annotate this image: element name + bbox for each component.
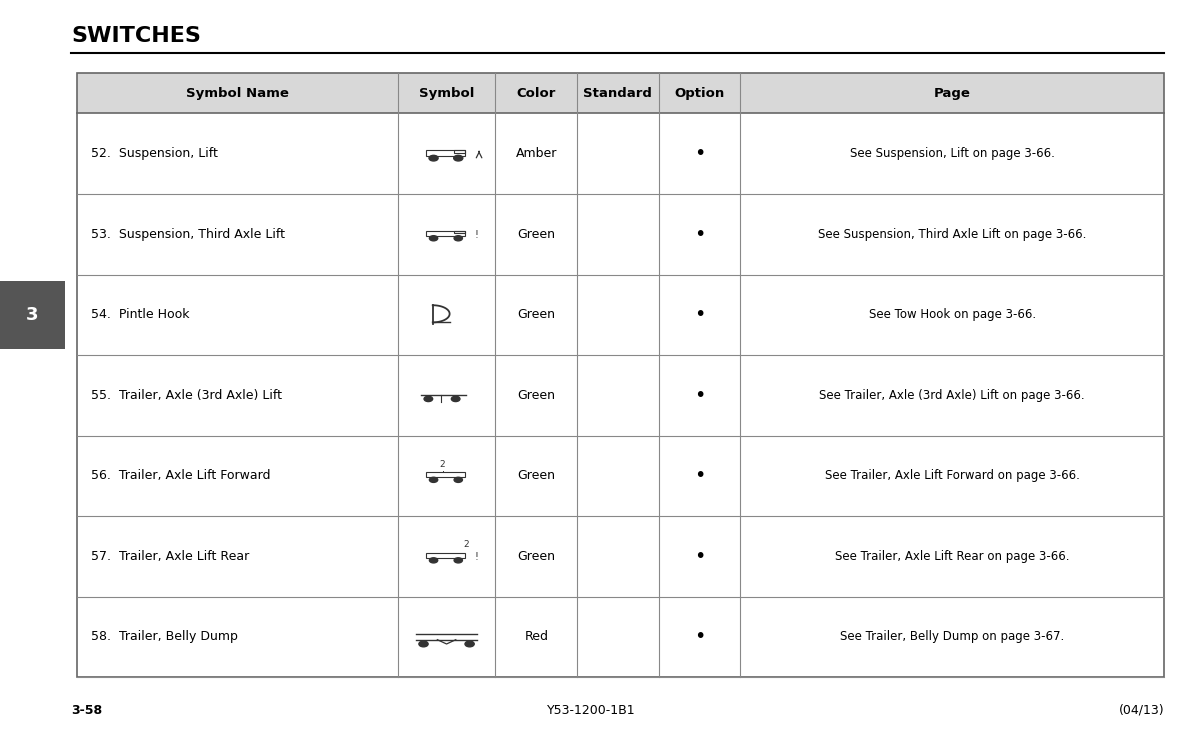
Text: Green: Green: [518, 228, 556, 241]
Text: See Trailer, Axle (3rd Axle) Lift on page 3-66.: See Trailer, Axle (3rd Axle) Lift on pag…: [819, 389, 1085, 402]
Text: 54.  Pintle Hook: 54. Pintle Hook: [91, 308, 189, 321]
Text: See Suspension, Third Axle Lift on page 3-66.: See Suspension, Third Axle Lift on page …: [818, 228, 1086, 241]
Text: •: •: [694, 627, 706, 646]
Text: Page: Page: [934, 87, 970, 100]
Text: !: !: [474, 230, 479, 240]
Text: Red: Red: [525, 630, 548, 643]
Text: Symbol: Symbol: [418, 87, 474, 100]
Text: 2: 2: [440, 460, 446, 468]
Text: !: !: [474, 552, 479, 562]
Text: Amber: Amber: [515, 147, 557, 160]
Text: Color: Color: [517, 87, 556, 100]
Circle shape: [454, 155, 463, 161]
Text: Green: Green: [518, 469, 556, 482]
Circle shape: [429, 236, 437, 241]
Text: 55.  Trailer, Axle (3rd Axle) Lift: 55. Trailer, Axle (3rd Axle) Lift: [91, 389, 282, 402]
Bar: [426, 149, 465, 156]
Text: See Tow Hook on page 3-66.: See Tow Hook on page 3-66.: [869, 308, 1035, 321]
Text: See Trailer, Axle Lift Forward on page 3-66.: See Trailer, Axle Lift Forward on page 3…: [825, 469, 1079, 482]
Text: 2: 2: [463, 540, 469, 549]
Bar: [454, 231, 465, 234]
Text: •: •: [694, 386, 706, 405]
Circle shape: [429, 558, 437, 563]
Text: •: •: [694, 144, 706, 163]
Bar: [426, 553, 465, 558]
Text: See Trailer, Axle Lift Rear on page 3-66.: See Trailer, Axle Lift Rear on page 3-66…: [834, 550, 1070, 563]
Text: See Suspension, Lift on page 3-66.: See Suspension, Lift on page 3-66.: [850, 147, 1054, 160]
Text: Standard: Standard: [584, 87, 652, 100]
Text: •: •: [694, 225, 706, 244]
Bar: [77, 73, 1164, 113]
Bar: [454, 150, 465, 153]
Text: 3: 3: [26, 306, 39, 324]
Text: SWITCHES: SWITCHES: [71, 26, 201, 45]
Circle shape: [429, 477, 437, 482]
Circle shape: [418, 641, 428, 647]
Circle shape: [454, 477, 462, 482]
Bar: [0, 280, 65, 349]
Text: Green: Green: [518, 550, 556, 563]
Circle shape: [465, 641, 474, 647]
Bar: [426, 472, 465, 477]
Text: 53.  Suspension, Third Axle Lift: 53. Suspension, Third Axle Lift: [91, 228, 285, 241]
Text: Option: Option: [674, 87, 725, 100]
Text: 3-58: 3-58: [71, 703, 102, 717]
Text: 57.  Trailer, Axle Lift Rear: 57. Trailer, Axle Lift Rear: [91, 550, 249, 563]
Circle shape: [424, 396, 433, 402]
Bar: [77, 73, 1164, 677]
Circle shape: [429, 155, 439, 161]
Bar: [426, 231, 465, 236]
Text: •: •: [694, 305, 706, 324]
Text: See Trailer, Belly Dump on page 3-67.: See Trailer, Belly Dump on page 3-67.: [840, 630, 1064, 643]
Text: 56.  Trailer, Axle Lift Forward: 56. Trailer, Axle Lift Forward: [91, 469, 271, 482]
Text: 58.  Trailer, Belly Dump: 58. Trailer, Belly Dump: [91, 630, 238, 643]
Circle shape: [454, 236, 462, 241]
Text: 52.  Suspension, Lift: 52. Suspension, Lift: [91, 147, 217, 160]
Text: Green: Green: [518, 308, 556, 321]
Circle shape: [452, 396, 460, 402]
Text: •: •: [694, 466, 706, 485]
Text: Green: Green: [518, 389, 556, 402]
Text: Y53-1200-1B1: Y53-1200-1B1: [547, 703, 635, 717]
Text: Symbol Name: Symbol Name: [186, 87, 288, 100]
Text: (04/13): (04/13): [1118, 703, 1164, 717]
Circle shape: [454, 558, 462, 563]
Text: •: •: [694, 547, 706, 566]
